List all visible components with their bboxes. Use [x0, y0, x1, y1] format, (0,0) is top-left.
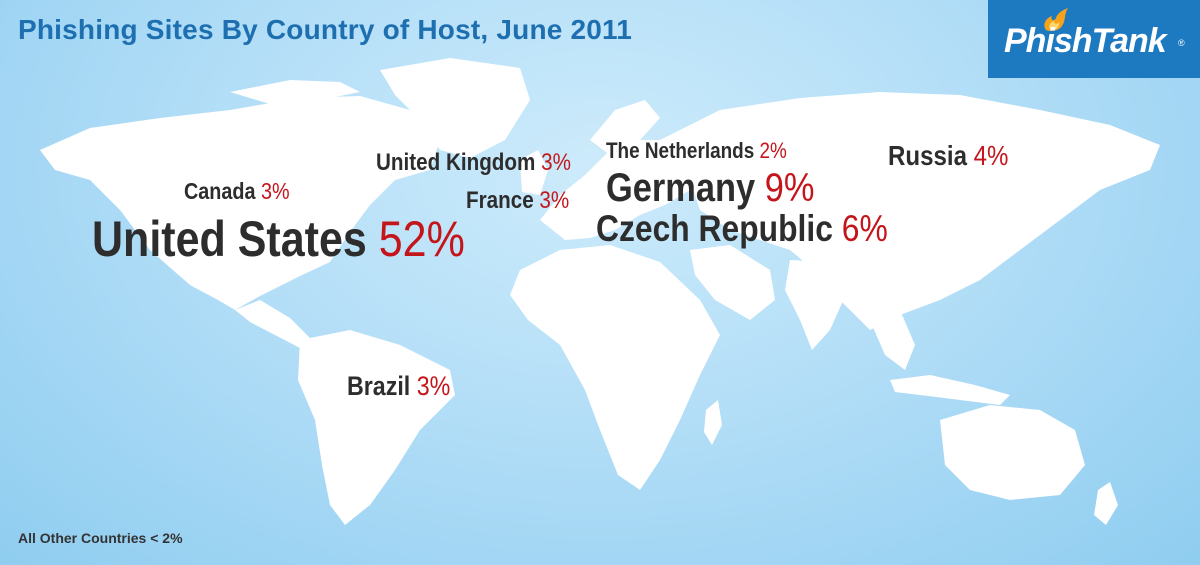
page-title: Phishing Sites By Country of Host, June …	[18, 14, 633, 45]
landmass-new-zealand	[1094, 482, 1118, 525]
country-name: Canada	[184, 178, 256, 204]
landmass-scandinavia	[590, 100, 660, 155]
country-percent: 3%	[539, 187, 570, 214]
country-percent: 3%	[260, 178, 290, 204]
country-name: United Kingdom	[376, 149, 536, 176]
label-united-states: United States 52%	[92, 214, 465, 264]
footnote: All Other Countries < 2%	[18, 530, 183, 546]
landmass-africa	[510, 245, 720, 490]
landmass-australia	[940, 405, 1085, 500]
country-name: Germany	[606, 166, 756, 210]
label-france: France 3%	[466, 189, 569, 213]
country-percent: 52%	[378, 211, 465, 267]
landmass-arabia	[690, 245, 775, 320]
country-percent: 9%	[764, 166, 815, 210]
label-brazil: Brazil 3%	[347, 373, 450, 400]
landmass-central-america	[235, 300, 312, 348]
landmass-south-america	[298, 330, 455, 525]
landmass-british-isles	[520, 150, 548, 195]
label-germany: Germany 9%	[606, 168, 814, 208]
label-czech-republic: Czech Republic 6%	[596, 210, 888, 247]
landmass-southeast-asia	[870, 300, 915, 370]
landmass-india	[785, 260, 850, 350]
country-name: Czech Republic	[596, 208, 833, 249]
country-percent: 4%	[973, 140, 1009, 171]
country-name: France	[466, 187, 534, 214]
landmass-greenland	[380, 58, 530, 158]
logo-wordmark: PhishTank	[1004, 22, 1167, 60]
flame-icon	[1044, 8, 1068, 31]
country-percent: 3%	[541, 149, 571, 176]
label-united-kingdom: United Kingdom 3%	[376, 151, 571, 175]
registered-mark: ®	[1178, 38, 1185, 48]
country-percent: 3%	[416, 371, 451, 401]
landmass-europe	[540, 140, 700, 240]
landmass-asia	[660, 92, 1160, 330]
landmass-north-america	[40, 96, 440, 310]
label-canada: Canada 3%	[184, 180, 290, 203]
landmass-japan	[972, 195, 998, 250]
country-percent: 6%	[841, 208, 888, 249]
label-netherlands: The Netherlands 2%	[606, 140, 787, 162]
landmass-madagascar	[704, 400, 722, 445]
country-name: The Netherlands	[606, 138, 755, 163]
country-name: Brazil	[347, 371, 411, 401]
landmass-indonesia	[890, 375, 1010, 405]
phishtank-logo: PhishTank ®	[988, 0, 1200, 78]
landmass-arctic-islands	[230, 80, 360, 104]
country-name: Russia	[888, 140, 967, 171]
label-russia: Russia 4%	[888, 142, 1008, 170]
country-percent: 2%	[759, 138, 787, 163]
country-name: United States	[92, 211, 367, 267]
